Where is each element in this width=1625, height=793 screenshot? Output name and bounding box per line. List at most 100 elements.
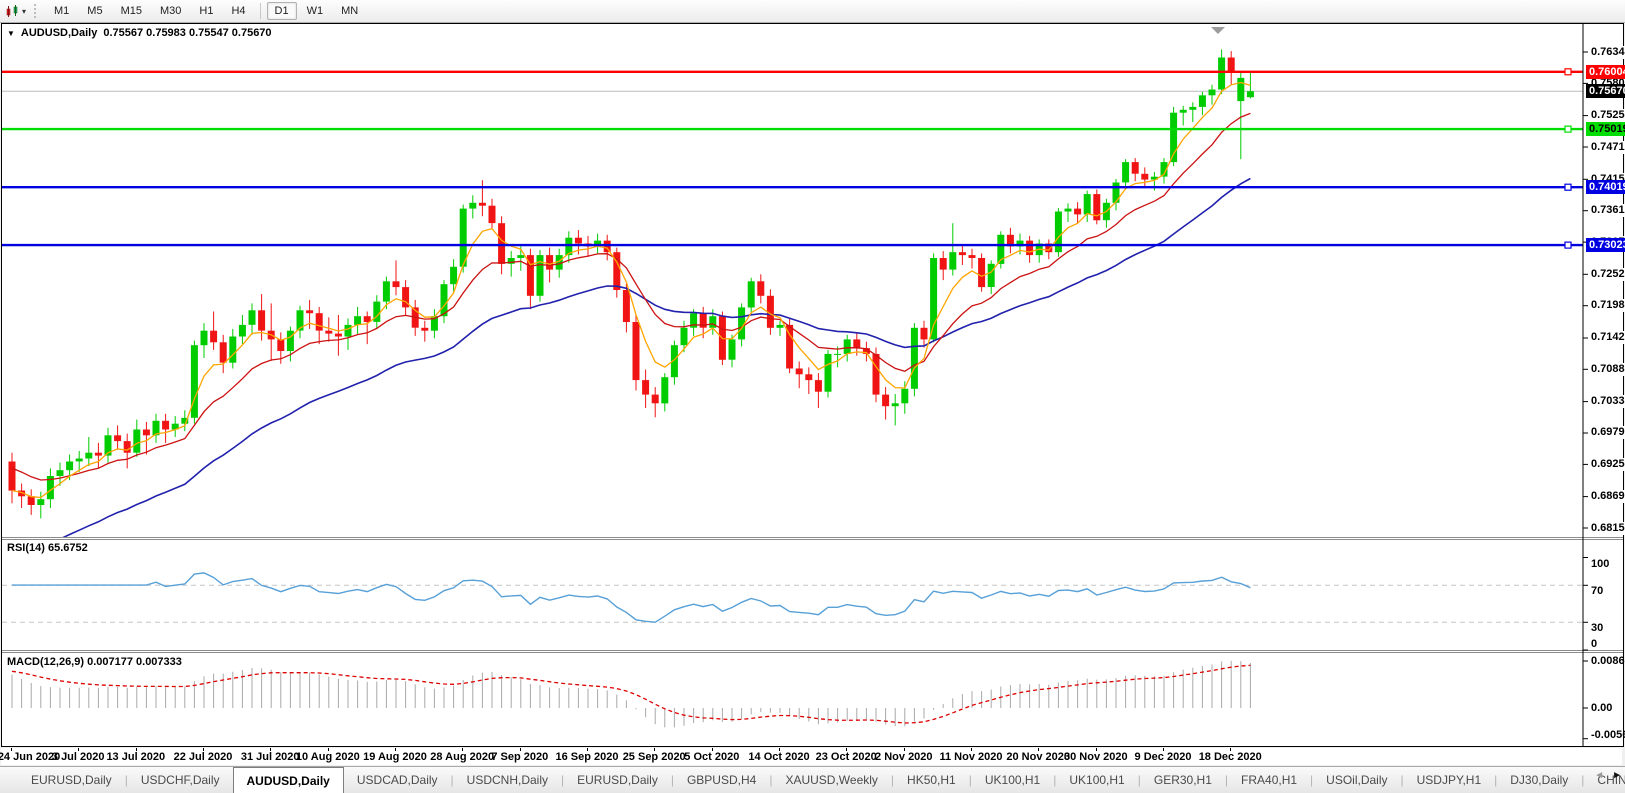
price-axis-tick-label: 0.76345 — [1591, 46, 1625, 59]
date-axis-label: 16 Sep 2020 — [555, 751, 619, 763]
date-axis-tick — [779, 748, 780, 751]
macd-axis-tick-label: 0.008633 — [1591, 655, 1625, 667]
tab-separator: | — [1224, 773, 1229, 787]
title-dropdown-icon[interactable]: ▼ — [7, 28, 15, 38]
rsi-indicator-label: RSI(14) 65.6752 — [7, 542, 88, 554]
chart-symbol-period: AUDUSD,Daily — [20, 27, 98, 39]
chart-ohlc-values: 0.75567 0.75983 0.75547 0.75670 — [103, 27, 272, 39]
date-axis-label: 23 Oct 2020 — [815, 751, 877, 763]
price-axis-tick-label: 0.73615 — [1591, 204, 1625, 217]
hline-price-flag[interactable]: 0.73023 — [1586, 238, 1625, 252]
timeframe-button-m30[interactable]: M30 — [159, 5, 182, 17]
chart-window[interactable]: ▼ AUDUSD,Daily 0.75567 0.75983 0.75547 0… — [1, 23, 1625, 747]
date-axis-tick — [135, 748, 137, 751]
chart-tab-uk100-h1[interactable]: UK100,H1 — [984, 773, 1041, 787]
chart-type-button[interactable]: ▾ — [0, 4, 30, 18]
rsi-axis-tick-label: 0 — [1591, 638, 1598, 650]
date-axis[interactable]: 24 Jun 2020 3 Jul 2020 13 Jul 2020 22 Jul 2… — [0, 748, 1622, 765]
tab-separator: | — [769, 773, 773, 787]
timeframe-button-h4[interactable]: H4 — [231, 5, 246, 17]
date-axis-tick — [1230, 748, 1232, 751]
date-axis-tick — [462, 748, 464, 751]
hline-price-flag[interactable]: 0.76004 — [1586, 65, 1625, 79]
date-axis-tick — [971, 748, 972, 751]
macd-axis-tick-label: -0.005641 — [1591, 729, 1625, 741]
chart-tab-usdcad-daily[interactable]: USDCAD,Daily — [356, 773, 438, 787]
tab-separator: | — [670, 773, 674, 787]
date-axis-label: 22 Jul 2020 — [173, 751, 233, 763]
date-axis-tick — [1095, 748, 1097, 751]
tab-scroll-right-icon[interactable]: ► — [1612, 770, 1622, 781]
date-axis-tick — [395, 748, 396, 751]
timeframe-button-d1[interactable]: D1 — [266, 2, 297, 20]
timeframe-button-w1[interactable]: W1 — [306, 5, 324, 17]
chart-title: ▼ AUDUSD,Daily 0.75567 0.75983 0.75547 0… — [7, 27, 272, 39]
chart-tab-eurusd-daily[interactable]: EURUSD,Daily — [577, 773, 658, 787]
timeframe-button-h1[interactable]: H1 — [199, 5, 214, 17]
chart-tab-audusd-daily[interactable]: AUDUSD,Daily — [232, 767, 344, 793]
chart-tab-ger30-h1[interactable]: GER30,H1 — [1153, 773, 1212, 787]
chart-tab-china300-h1[interactable]: CHINA300,H1 — [1597, 773, 1625, 787]
chart-tab-eurusd-daily[interactable]: EURUSD,Daily — [31, 773, 112, 787]
chart-tab-dj30-daily[interactable]: DJ30,Daily — [1510, 773, 1569, 787]
macd-axis-tick-label: 0.00 — [1591, 702, 1613, 714]
rsi-axis-tick-label: 30 — [1591, 622, 1604, 634]
date-axis-label: 18 Dec 2020 — [1198, 751, 1262, 763]
hline-price-flag[interactable]: 0.75019 — [1586, 122, 1625, 136]
timeframe-button-m15[interactable]: M15 — [120, 5, 142, 17]
price-axis-tick-label: 0.68695 — [1591, 490, 1625, 503]
date-axis-label: 9 Dec 2020 — [1134, 751, 1192, 763]
timeframe-toolbar: ▾ M1 M5 M15 M30 H1 H4 D1 W1 MN — [0, 0, 1625, 23]
timeframe-button-m1[interactable]: M1 — [54, 5, 70, 17]
tab-separator: | — [1137, 773, 1141, 787]
chart-tab-hk50-h1[interactable]: HK50,H1 — [907, 773, 956, 787]
tab-separator: | — [890, 773, 895, 787]
date-axis-tick — [846, 748, 848, 751]
macd-indicator-label: MACD(12,26,9) 0.007177 0.007333 — [7, 656, 182, 668]
date-axis-tick — [711, 748, 713, 751]
date-axis-tick — [654, 748, 656, 751]
timeframe-button-mn[interactable]: MN — [341, 5, 359, 17]
toolbar-grip-handle[interactable] — [34, 4, 39, 18]
date-axis-tick — [1163, 748, 1164, 751]
chart-tab-bar: EURUSD,Daily | USDCHF,Daily AUDUSD,Daily USD… — [0, 766, 1625, 793]
chart-tab-uk100-h1[interactable]: UK100,H1 — [1069, 773, 1125, 787]
date-axis-label: 2 Nov 2020 — [875, 751, 933, 763]
chart-tab-usdchf-daily[interactable]: USDCHF,Daily — [140, 773, 220, 787]
chart-tab-usoil-daily[interactable]: USOil,Daily — [1326, 773, 1388, 787]
tab-scroll-left-icon[interactable]: ◄ — [1594, 770, 1605, 781]
chart-tab-usdjpy-h1[interactable]: USDJPY,H1 — [1416, 773, 1482, 787]
date-axis-label: 13 Jul 2020 — [106, 751, 166, 763]
timeframe-button-m5[interactable]: M5 — [87, 5, 103, 17]
chart-tab-xauusd-weekly[interactable]: XAUUSD,Weekly — [785, 773, 878, 787]
hline-price-flag[interactable]: 0.74019 — [1586, 180, 1625, 194]
chart-tab-gbpusd-h4[interactable]: GBPUSD,H4 — [686, 773, 757, 787]
tab-separator: | — [450, 773, 454, 787]
chart-tab-usdcnh-daily[interactable]: USDCNH,Daily — [466, 773, 549, 787]
date-axis-tick — [903, 748, 905, 751]
date-axis-label: 11 Nov 2020 — [939, 751, 1003, 763]
chart-tab-fra40-h1[interactable]: FRA40,H1 — [1241, 773, 1298, 787]
date-axis-tick — [270, 748, 272, 751]
current-price-flag: 0.75670 — [1586, 84, 1625, 98]
date-axis-label: 10 Aug 2020 — [295, 751, 360, 763]
price-axis-tick-label: 0.68155 — [1591, 522, 1625, 535]
date-axis-label: 24 Jun 2020 — [0, 751, 61, 763]
toolbar-separator — [259, 3, 261, 19]
date-axis-label: 28 Aug 2020 — [430, 751, 495, 763]
tab-separator: | — [561, 773, 565, 787]
chart-canvas[interactable] — [2, 24, 1623, 746]
candlestick-chart-icon — [6, 4, 18, 17]
tab-separator: | — [124, 773, 128, 787]
date-axis-label: 14 Oct 2020 — [748, 751, 810, 763]
date-axis-label: 20 Nov 2020 — [1006, 751, 1070, 763]
timeframe-buttons: M1 M5 M15 M30 H1 H4 D1 W1 MN — [45, 2, 367, 20]
date-axis-tick — [327, 748, 329, 751]
date-axis-tick — [78, 748, 80, 751]
